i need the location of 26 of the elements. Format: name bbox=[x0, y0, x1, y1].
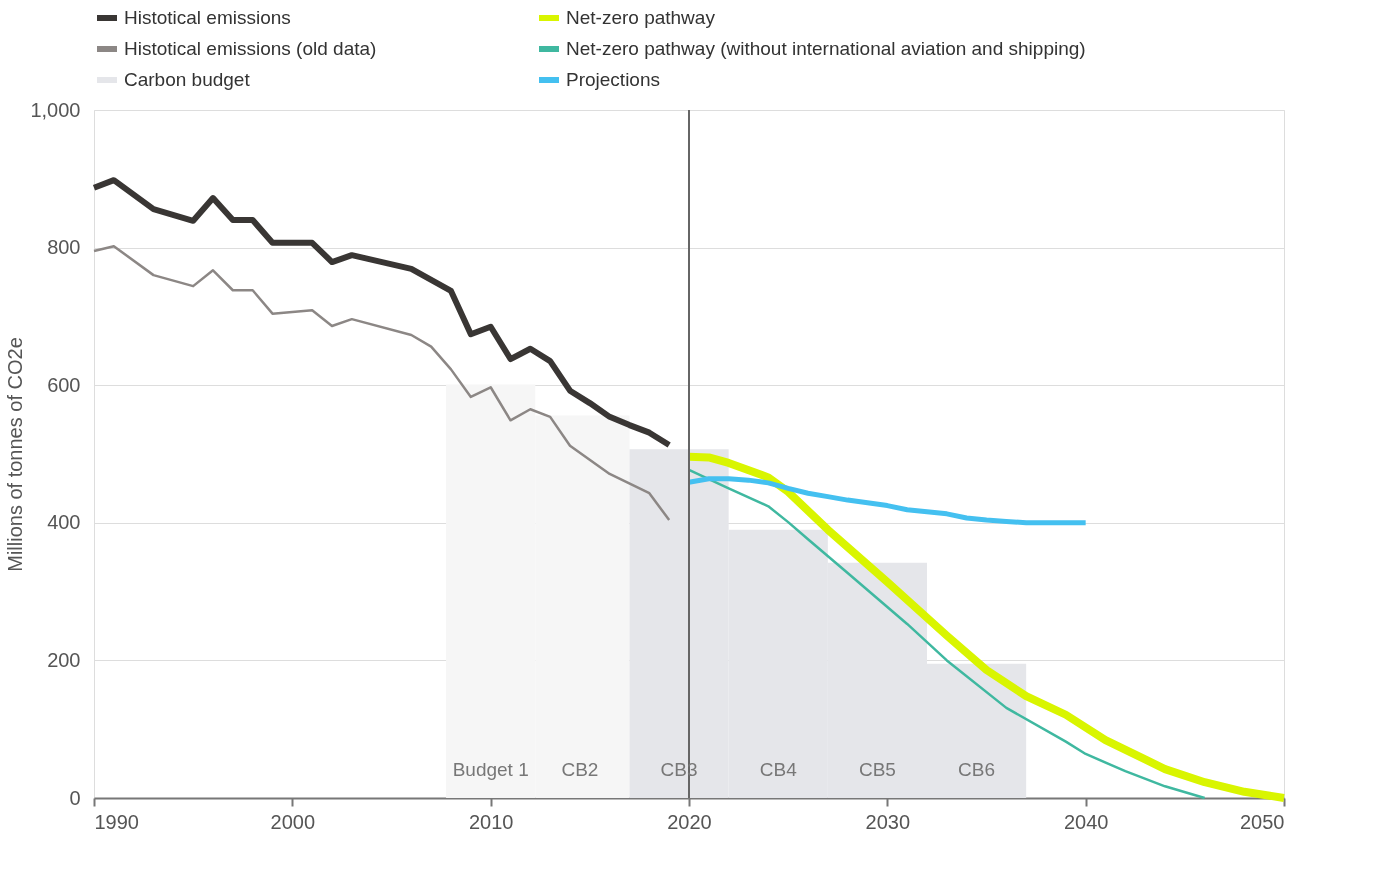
y-tick-label: 1,000 bbox=[30, 98, 81, 121]
legend-label: Net-zero pathway (without international aviation and shipping) bbox=[566, 38, 1086, 59]
x-tick-label: 2030 bbox=[865, 810, 911, 833]
x-tick-label: 2020 bbox=[667, 810, 712, 833]
x-tick-label: 2050 bbox=[1240, 810, 1285, 833]
legend-label: Carbon budget bbox=[124, 69, 251, 90]
annotation: CB6 bbox=[958, 759, 996, 780]
legend-label: Projections bbox=[566, 69, 660, 90]
y-axis-title: Millions of tonnes of CO2e bbox=[4, 337, 27, 572]
annotation: CB2 bbox=[561, 759, 599, 780]
line-series bbox=[92, 244, 671, 522]
legend-label: Net-zero pathway bbox=[566, 7, 716, 28]
legend-label: Histotical emissions (old data) bbox=[124, 38, 377, 59]
y-tick-label: 600 bbox=[47, 373, 81, 396]
y-tick-label: 800 bbox=[47, 236, 81, 259]
legend-label: Histotical emissions bbox=[124, 7, 291, 28]
x-tick-label: 2010 bbox=[468, 810, 514, 833]
x-tick-label: 1990 bbox=[94, 810, 139, 833]
x-tick-label: 2000 bbox=[270, 810, 316, 833]
y-tick-label: 0 bbox=[69, 786, 81, 809]
annotation: CB4 bbox=[759, 759, 798, 780]
annotation: Budget 1 bbox=[452, 759, 529, 780]
y-tick-label: 400 bbox=[47, 511, 81, 534]
y-tick-label: 200 bbox=[47, 648, 81, 671]
annotation: CB5 bbox=[858, 759, 896, 780]
x-tick-label: 2040 bbox=[1063, 810, 1109, 833]
